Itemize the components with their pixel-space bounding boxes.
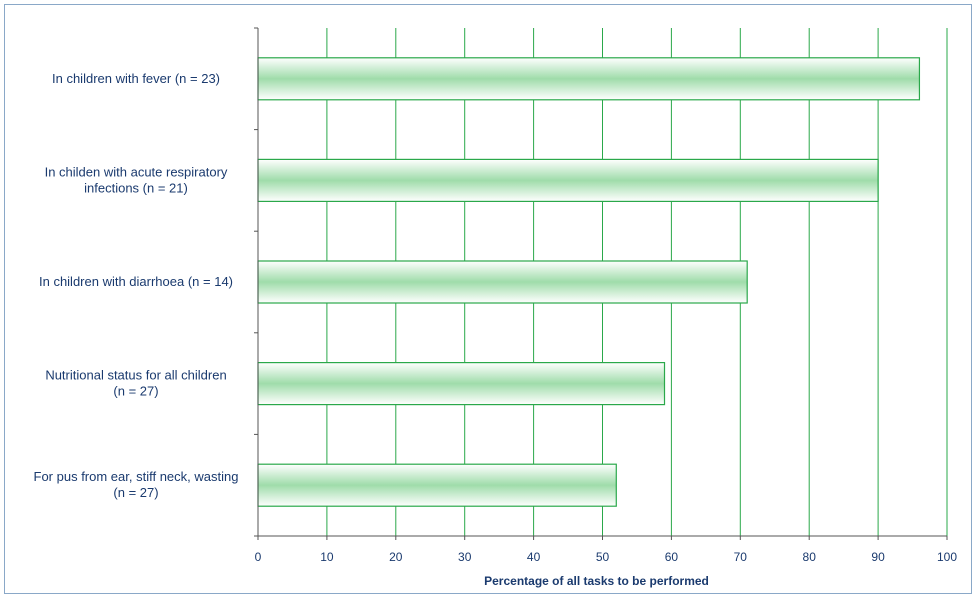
bar-4: [257, 362, 666, 406]
bar-2: [257, 158, 879, 202]
bars: [257, 57, 921, 507]
category-label-5-line-1: For pus from ear, stiff neck, wasting: [34, 469, 239, 484]
x-tick-label-80: 80: [803, 550, 817, 564]
category-labels: In children with fever (n = 23) In childe…: [34, 71, 239, 500]
category-label-5-line-2: (n = 27): [113, 485, 158, 500]
x-tick-label-60: 60: [665, 550, 679, 564]
x-axis-title: Percentage of all tasks to be performed: [484, 574, 709, 588]
x-tick-label-10: 10: [320, 550, 334, 564]
x-tick-label-70: 70: [734, 550, 748, 564]
x-tick-label-0: 0: [255, 550, 262, 564]
x-tick-label-100: 100: [937, 550, 957, 564]
bar-3: [257, 260, 748, 304]
category-label-2-line-1: In childen with acute respiratory: [45, 164, 228, 179]
bar-5: [257, 463, 617, 507]
grid-lines: [326, 28, 948, 536]
x-tick-label-50: 50: [596, 550, 610, 564]
chart-frame: [4, 4, 972, 594]
x-tick-label-40: 40: [527, 550, 541, 564]
category-label-2-line-2: infections (n = 21): [84, 180, 188, 195]
axes: [254, 27, 948, 540]
bar-1: [257, 57, 921, 101]
category-label-1-line-1: In children with fever (n = 23): [52, 71, 220, 86]
x-tick-labels: 0 10 20 30 40 50 60 70 80 90 100: [255, 550, 958, 564]
category-label-3-line-1: In children with diarrhoea (n = 14): [39, 274, 233, 289]
x-tick-label-30: 30: [458, 550, 472, 564]
x-tick-label-90: 90: [871, 550, 885, 564]
x-tick-label-20: 20: [389, 550, 403, 564]
category-label-4-line-1: Nutritional status for all children: [45, 368, 226, 383]
category-label-4-line-2: (n = 27): [113, 384, 158, 399]
